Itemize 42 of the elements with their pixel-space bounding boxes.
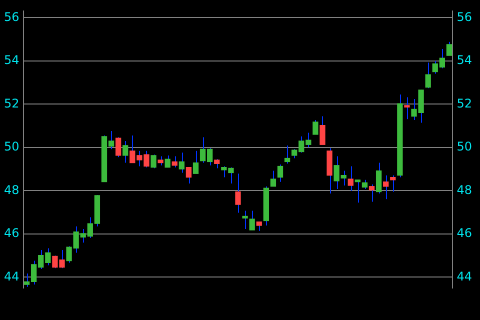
y2-tick-label: 56 (456, 10, 472, 24)
candlestick (284, 144, 290, 164)
candlestick (122, 140, 128, 164)
candlestick (362, 179, 368, 190)
y2-tick-label: 54 (456, 53, 472, 68)
candlestick (270, 170, 276, 187)
candlestick (376, 162, 382, 194)
candlestick (214, 158, 220, 169)
y-tick-label: 48 (4, 182, 20, 197)
candlestick (383, 174, 389, 200)
candlestick (150, 154, 156, 169)
candlestick (425, 62, 431, 89)
candlestick (158, 156, 164, 166)
candlestick (312, 119, 318, 135)
y2-tick-label: 44 (456, 269, 472, 284)
candlestick (354, 179, 361, 204)
candlestick (320, 116, 326, 146)
y-tick-label: 44 (4, 269, 20, 284)
candlestick (164, 154, 170, 168)
candlestick (186, 166, 192, 184)
candlestick (115, 136, 122, 158)
candlestick (256, 221, 262, 232)
y-tick-label: 50 (4, 140, 20, 154)
y2-tick-label: 48 (456, 182, 472, 197)
y2-tick-label: 50 (456, 140, 472, 154)
y-tick-label: 56 (4, 10, 20, 24)
y2-tick-label: 52 (456, 96, 472, 110)
candlestick (446, 41, 452, 56)
candlestick (404, 96, 410, 120)
candlestick (178, 152, 185, 174)
y-tick-label: 54 (4, 53, 20, 68)
candlestick (368, 184, 375, 202)
y-tick-label: 46 (4, 226, 20, 240)
y2-tick-label: 46 (456, 226, 472, 240)
candlestick (277, 164, 284, 182)
candlestick (249, 210, 255, 231)
candlestick (235, 173, 241, 214)
y-tick-label: 52 (4, 96, 20, 110)
candlestick (172, 156, 178, 168)
candlestick (242, 210, 248, 230)
candlestick (192, 150, 199, 174)
candlestick (348, 166, 354, 192)
